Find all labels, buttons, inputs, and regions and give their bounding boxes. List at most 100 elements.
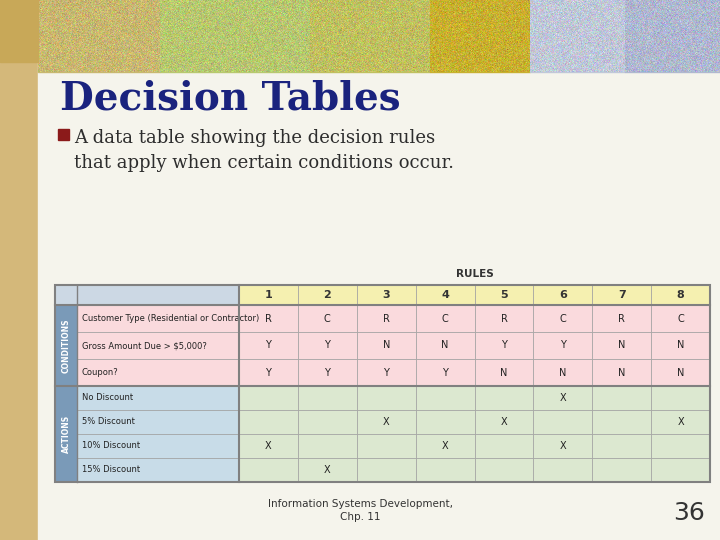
Text: N: N (618, 368, 626, 377)
Text: 7: 7 (618, 290, 626, 300)
Bar (239, 386, 298, 410)
Text: N: N (677, 368, 684, 377)
Bar (239, 458, 298, 482)
Bar (298, 285, 356, 305)
Bar (415, 305, 474, 332)
Bar (77, 434, 239, 458)
Text: R: R (500, 314, 508, 323)
Text: X: X (559, 393, 566, 403)
Bar (298, 359, 356, 386)
Text: Y: Y (266, 368, 271, 377)
Bar (593, 305, 651, 332)
Text: 4: 4 (441, 290, 449, 300)
Text: Information Systems Development,
Chp. 11: Information Systems Development, Chp. 11 (268, 499, 452, 522)
Bar (651, 359, 710, 386)
Bar (593, 458, 651, 482)
Text: X: X (324, 465, 330, 475)
Bar (298, 332, 356, 359)
Bar (239, 285, 298, 305)
Text: N: N (677, 341, 684, 350)
Text: 3: 3 (382, 290, 390, 300)
Text: N: N (441, 341, 449, 350)
Text: Y: Y (442, 368, 448, 377)
Bar (651, 285, 710, 305)
Bar (651, 410, 710, 434)
Bar (430, 0, 530, 72)
Bar (593, 434, 651, 458)
Bar (239, 332, 298, 359)
Bar (534, 359, 593, 386)
Text: Y: Y (501, 341, 507, 350)
Text: R: R (618, 314, 625, 323)
Bar (310, 0, 430, 72)
Bar (415, 359, 474, 386)
Bar (593, 410, 651, 434)
Bar (593, 386, 651, 410)
Bar (474, 332, 534, 359)
Text: Y: Y (325, 368, 330, 377)
Bar (298, 434, 356, 458)
Bar (356, 434, 415, 458)
Bar (38, 0, 160, 72)
Bar (415, 410, 474, 434)
Bar (356, 332, 415, 359)
Bar (55, 285, 239, 305)
Text: CONDITIONS: CONDITIONS (61, 318, 71, 373)
Text: A data table showing the decision rules
that apply when certain conditions occur: A data table showing the decision rules … (74, 129, 454, 172)
Text: X: X (383, 417, 390, 427)
Bar (415, 332, 474, 359)
Bar (415, 434, 474, 458)
Text: N: N (500, 368, 508, 377)
Bar (593, 285, 651, 305)
Text: RULES: RULES (456, 269, 493, 279)
Text: C: C (678, 314, 684, 323)
Text: 1: 1 (264, 290, 272, 300)
Text: 5% Discount: 5% Discount (82, 417, 135, 427)
Bar (534, 434, 593, 458)
Text: X: X (500, 417, 508, 427)
Text: 10% Discount: 10% Discount (82, 442, 140, 450)
Text: No Discount: No Discount (82, 394, 133, 402)
Bar (77, 410, 239, 434)
Bar (77, 458, 239, 482)
Text: 5: 5 (500, 290, 508, 300)
Bar (534, 458, 593, 482)
Bar (0, 0, 38, 62)
Text: R: R (265, 314, 272, 323)
Text: Y: Y (383, 368, 389, 377)
Bar (474, 359, 534, 386)
Text: Coupon?: Coupon? (82, 368, 119, 377)
Bar (239, 434, 298, 458)
Bar (474, 305, 534, 332)
Text: N: N (618, 341, 626, 350)
Bar (298, 305, 356, 332)
Text: ACTIONS: ACTIONS (61, 415, 71, 453)
Text: 8: 8 (677, 290, 685, 300)
Text: 36: 36 (673, 501, 705, 525)
Bar (298, 458, 356, 482)
Bar (77, 305, 239, 332)
Bar (474, 386, 534, 410)
Text: C: C (324, 314, 330, 323)
Bar (534, 285, 593, 305)
Text: N: N (559, 368, 567, 377)
Text: X: X (265, 441, 271, 451)
Bar (651, 458, 710, 482)
Bar (356, 305, 415, 332)
Text: R: R (383, 314, 390, 323)
Text: 6: 6 (559, 290, 567, 300)
Bar (651, 434, 710, 458)
Bar (651, 332, 710, 359)
Bar (55, 305, 77, 386)
Bar (534, 305, 593, 332)
Text: 15% Discount: 15% Discount (82, 465, 140, 475)
Bar (239, 410, 298, 434)
Bar (415, 386, 474, 410)
Text: Y: Y (325, 341, 330, 350)
Bar (530, 0, 625, 72)
Bar (593, 332, 651, 359)
Bar (651, 305, 710, 332)
Text: 2: 2 (323, 290, 331, 300)
Bar (625, 0, 720, 72)
Text: C: C (559, 314, 566, 323)
